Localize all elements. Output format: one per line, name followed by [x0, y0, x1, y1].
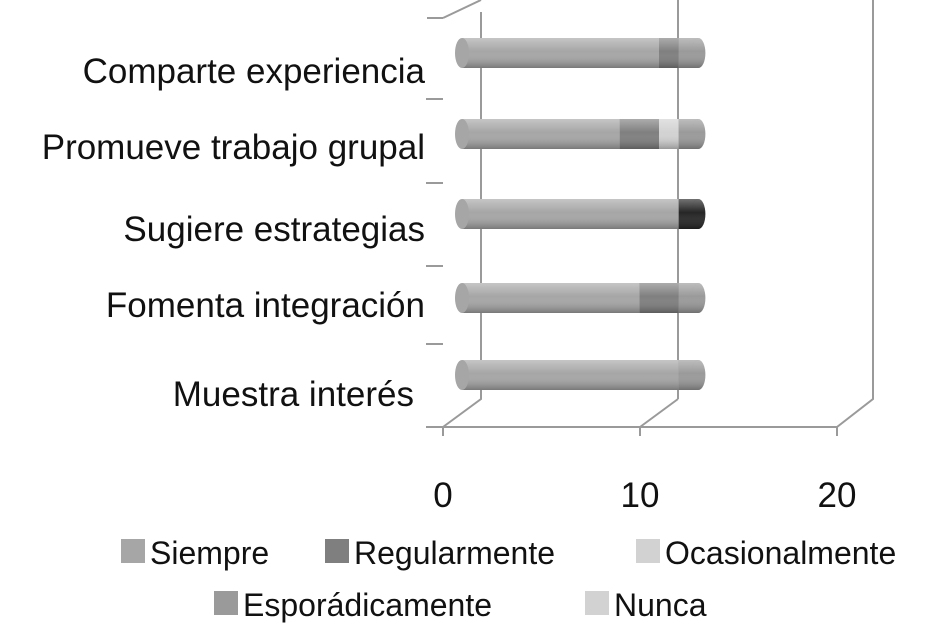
bar-shade [659, 119, 679, 149]
bar-group-sugiere-estrategias [455, 199, 706, 229]
x-tick-label: 10 [621, 476, 660, 515]
bar-shade [659, 38, 679, 68]
legend-swatch [121, 539, 145, 563]
bar-group-promueve-trabajo-grupal [455, 119, 706, 149]
bar-shade [462, 360, 679, 390]
legend-label: Ocasionalmente [665, 535, 896, 571]
category-label: Promueve trabajo grupal [42, 128, 425, 167]
bar-shade [639, 283, 679, 313]
bar-shade [619, 119, 659, 149]
x-tick-labels: 0 10 20 [433, 476, 856, 515]
bar-shade [462, 199, 679, 229]
bar-group-fomenta-integracion [455, 283, 706, 313]
legend-item-ocasionalmente: Ocasionalmente [636, 535, 896, 571]
bar-start-cap [455, 360, 469, 390]
x-tick-label: 20 [818, 476, 857, 515]
bar-group-comparte-experiencia [455, 38, 706, 68]
legend-item-siempre: Siempre [121, 535, 269, 571]
legend-item-nunca: Nunca [585, 587, 707, 623]
bar-end-cap-shade [691, 38, 706, 68]
category-label: Muestra interés [173, 375, 414, 414]
bar-shade [462, 38, 659, 68]
legend-item-esporadicamente: Esporádicamente [214, 587, 492, 623]
gridline-depth [639, 398, 679, 428]
legend: Siempre Regularmente Ocasionalmente Esporád… [121, 535, 896, 623]
legend-label: Regularmente [354, 535, 555, 571]
right-wall-edge [836, 0, 874, 428]
category-labels: Muestra interés Fomenta integración Sugier… [42, 52, 426, 414]
bar-shade [462, 119, 620, 149]
category-label: Sugiere estrategias [123, 210, 425, 249]
legend-label: Nunca [614, 587, 707, 623]
category-label: Comparte experiencia [83, 52, 426, 91]
bar-end-cap-shade [691, 199, 706, 229]
x-tick-label: 0 [433, 476, 452, 515]
category-label: Fomenta integración [106, 286, 425, 325]
legend-swatch [636, 539, 660, 563]
legend-swatch [325, 539, 349, 563]
legend-swatch [585, 591, 609, 615]
bar-start-cap [455, 38, 469, 68]
top-depth-edge [442, 0, 482, 19]
bar-start-cap [455, 199, 469, 229]
bar-start-cap [455, 119, 469, 149]
bar-end-cap-shade [691, 283, 706, 313]
bars [455, 38, 706, 390]
legend-label: Siempre [150, 535, 269, 571]
bar-start-cap [455, 283, 469, 313]
bar-group-muestra-interes [455, 360, 706, 390]
legend-label: Esporádicamente [243, 587, 492, 623]
bar-shade [462, 283, 640, 313]
legend-item-regularmente: Regularmente [325, 535, 555, 571]
legend-swatch [214, 591, 238, 615]
bar-end-cap-shade [691, 360, 706, 390]
bar-end-cap-shade [691, 119, 706, 149]
